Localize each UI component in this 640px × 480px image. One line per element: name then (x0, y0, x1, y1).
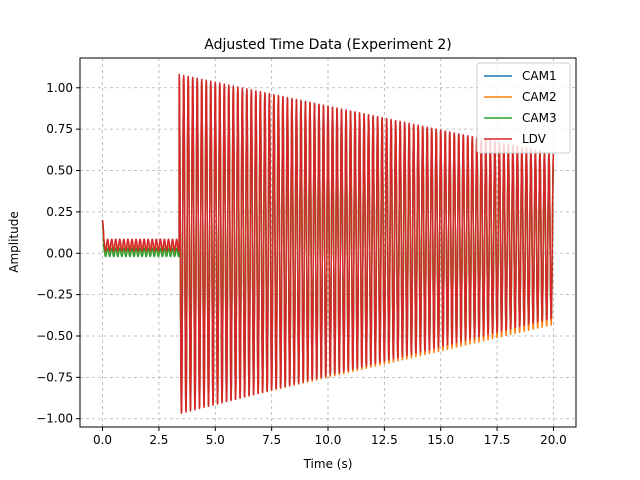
x-tick-label: 7.5 (262, 433, 281, 447)
y-tick-label: 0.50 (46, 164, 73, 178)
y-tick-label: 0.25 (46, 205, 73, 219)
x-tick-label: 17.5 (484, 433, 511, 447)
legend-label-cam2: CAM2 (522, 90, 557, 104)
x-tick-label: 20.0 (540, 433, 567, 447)
y-tick-label: 1.00 (46, 81, 73, 95)
y-axis: −1.00 −0.75 −0.50 −0.25 0.00 0.25 0.50 0.75 1.00 (36, 81, 80, 426)
x-tick-label: 2.5 (149, 433, 168, 447)
x-axis: 0.0 2.5 5.0 7.5 10.0 12.5 15.0 17.5 20.0 (93, 427, 567, 447)
series-line-ldv (101, 73, 555, 414)
y-tick-label: −1.00 (36, 412, 73, 426)
y-tick-label: −0.75 (36, 370, 73, 384)
x-tick-label: 10.0 (315, 433, 342, 447)
y-tick-label: −0.50 (36, 329, 73, 343)
y-tick-label: 0.00 (46, 246, 73, 260)
legend-box (476, 62, 571, 154)
x-axis-title: Time (s) (303, 457, 353, 471)
y-axis-title: Amplitude (7, 211, 21, 273)
legend-label-cam3: CAM3 (522, 111, 557, 125)
x-tick-label: 15.0 (427, 433, 454, 447)
x-tick-label: 12.5 (371, 433, 398, 447)
grid-lines (80, 58, 576, 427)
plot-series-group (101, 73, 555, 414)
chart-title: Adjusted Time Data (Experiment 2) (204, 37, 451, 53)
legend-label-cam1: CAM1 (522, 69, 557, 83)
legend: CAM1 CAM2 CAM3 LDV (476, 62, 571, 154)
y-tick-label: 0.75 (46, 122, 73, 136)
x-tick-label: 0.0 (93, 433, 112, 447)
y-tick-label: −0.25 (36, 288, 73, 302)
x-tick-label: 5.0 (206, 433, 225, 447)
legend-label-ldv: LDV (522, 132, 547, 146)
